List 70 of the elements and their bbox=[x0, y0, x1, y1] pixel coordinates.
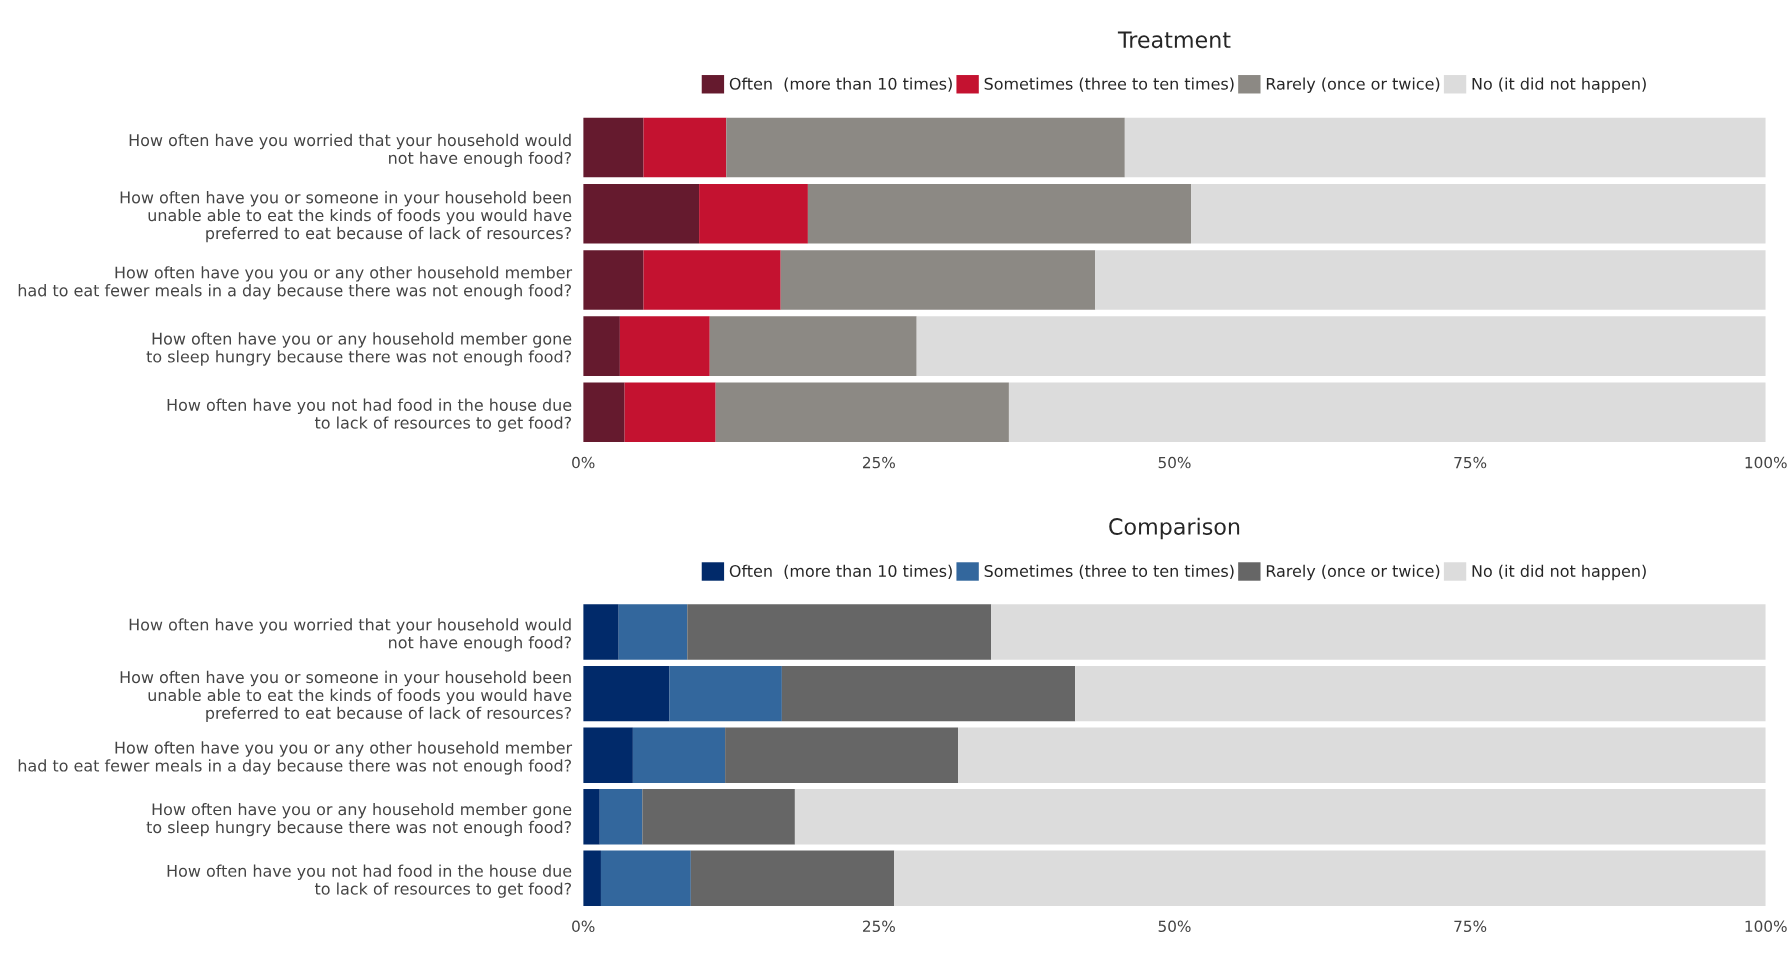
chart-title: Treatment bbox=[1117, 31, 1231, 49]
x-tick-label: 0% bbox=[572, 456, 595, 469]
bar bbox=[709, 316, 917, 376]
bar bbox=[958, 727, 1766, 783]
y-tick-label: How often have you you or any other household member had to eat fewer meals in a day because there was not enough food? bbox=[18, 741, 573, 775]
x-tick-label: 100% bbox=[1745, 920, 1787, 933]
bar bbox=[715, 382, 1009, 443]
bar bbox=[781, 665, 1076, 722]
bar bbox=[669, 665, 782, 722]
x-tick-label: 0% bbox=[572, 920, 595, 933]
bar bbox=[583, 727, 633, 783]
bar bbox=[1008, 382, 1766, 443]
bar bbox=[632, 727, 726, 783]
bar bbox=[618, 604, 688, 660]
x-tick-label: 50% bbox=[1158, 920, 1191, 933]
y-tick-label: How often have you worried that your household would not have enough food? bbox=[129, 618, 571, 652]
y-tick-label: How often have you or any household member gone to sleep hungry because there was not enough food? bbox=[146, 802, 572, 837]
bar bbox=[583, 604, 619, 660]
bar bbox=[643, 250, 781, 310]
legend-label: No (it did not happen) bbox=[1472, 77, 1646, 93]
x-tick-label: 75% bbox=[1454, 920, 1487, 933]
bar bbox=[583, 316, 620, 376]
bar bbox=[1191, 183, 1766, 244]
legend-label: Sometimes (three to ten times) bbox=[984, 77, 1234, 92]
bar bbox=[642, 789, 795, 845]
bar bbox=[583, 850, 601, 907]
bar bbox=[619, 316, 710, 376]
bar bbox=[991, 604, 1766, 660]
bar bbox=[894, 850, 1766, 907]
bar bbox=[780, 250, 1096, 310]
bar bbox=[699, 183, 808, 244]
bar bbox=[583, 789, 600, 845]
y-tick-label: How often have you you or any other household member had to eat fewer meals in a day because there was not enough food? bbox=[18, 266, 573, 300]
bar bbox=[583, 183, 700, 244]
bar bbox=[807, 183, 1192, 244]
x-tick-label: 50% bbox=[1158, 456, 1191, 469]
bar bbox=[583, 665, 670, 722]
legend-label: No (it did not happen) bbox=[1472, 564, 1646, 581]
y-tick-label: How often have you not had food in the house due to lack of resources to get food? bbox=[167, 864, 572, 898]
bar bbox=[1124, 117, 1766, 178]
legend-label: Rarely (once or twice) bbox=[1266, 564, 1440, 581]
bar bbox=[624, 382, 716, 443]
bar bbox=[690, 850, 895, 907]
bar bbox=[583, 250, 644, 310]
chart-title: Comparison bbox=[1109, 517, 1240, 540]
legend-label: Sometimes (three to ten times) bbox=[984, 564, 1234, 579]
bar bbox=[583, 382, 625, 443]
y-tick-label: How often have you worried that your household would not have enough food? bbox=[129, 133, 571, 168]
bar bbox=[794, 789, 1766, 845]
bar bbox=[643, 117, 727, 178]
y-tick-label: How often have you or any household member gone to sleep hungry because there was not enough food? bbox=[146, 332, 572, 366]
bar bbox=[599, 789, 643, 845]
y-tick-label: How often have you or someone in your household been unable able to eat the kinds of foods you would have preferred to eat because of lack of resources? bbox=[120, 191, 572, 243]
legend-label: Often (more than 10 times) bbox=[729, 564, 952, 579]
bar bbox=[1075, 665, 1766, 722]
bar bbox=[687, 604, 992, 660]
bar bbox=[725, 727, 959, 783]
legend-label: Often (more than 10 times) bbox=[729, 77, 952, 92]
bar bbox=[600, 850, 691, 907]
legend-label: Rarely (once or twice) bbox=[1266, 77, 1440, 93]
x-tick-label: 25% bbox=[862, 920, 895, 933]
bar bbox=[583, 117, 644, 178]
bar bbox=[916, 316, 1766, 376]
x-tick-label: 100% bbox=[1745, 456, 1787, 469]
x-tick-label: 25% bbox=[862, 456, 895, 469]
y-tick-label: How often have you not had food in the house due to lack of resources to get food? bbox=[167, 398, 572, 432]
y-tick-label: How often have you or someone in your household been unable able to eat the kinds of foods you would have preferred to eat because of lack of resources? bbox=[120, 670, 572, 723]
bar bbox=[1095, 250, 1766, 310]
bar bbox=[726, 117, 1125, 178]
x-tick-label: 75% bbox=[1454, 456, 1487, 469]
